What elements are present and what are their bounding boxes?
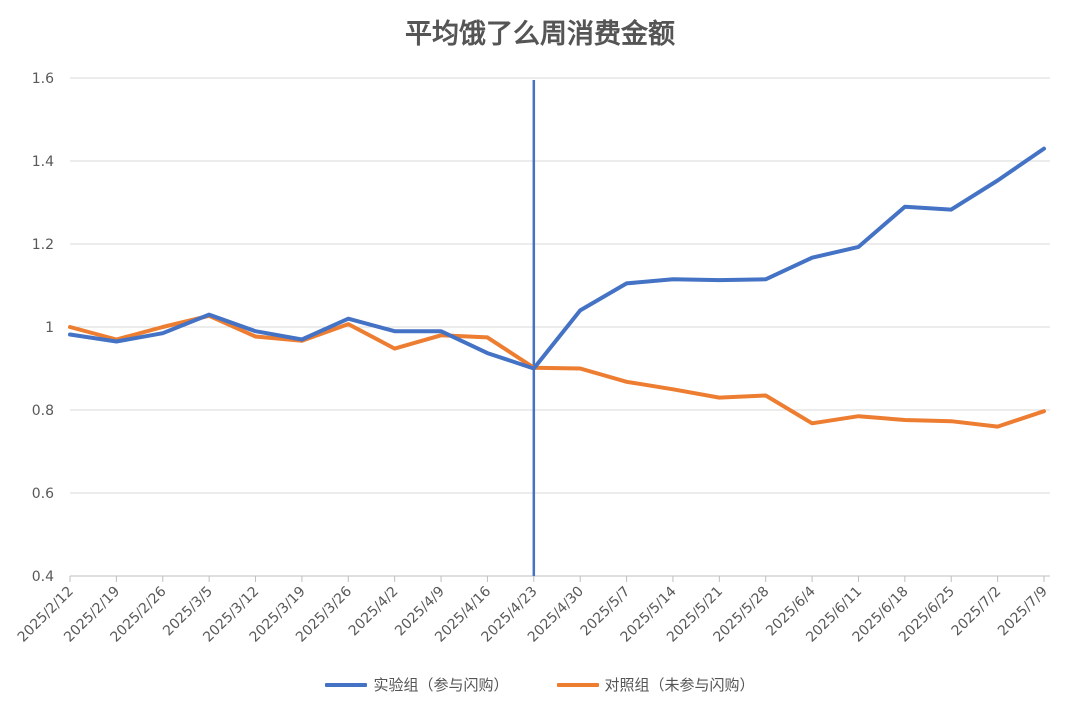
legend-item-control[interactable]: 对照组（未参与闪购） — [556, 674, 755, 695]
y-tick-label: 1.4 — [32, 154, 54, 170]
legend-label-control: 对照组（未参与闪购） — [604, 676, 755, 694]
y-tick-label: 1 — [45, 320, 54, 336]
x-tick-label: 2025/7/2 — [949, 584, 1005, 640]
series-line-control — [68, 313, 1046, 429]
y-tick-label: 1.2 — [32, 237, 54, 253]
y-tick-label: 0.4 — [32, 569, 54, 585]
legend-label-treatment: 实验组（参与闪购） — [373, 676, 509, 694]
chart-title: 平均饿了么周消费金额 — [405, 19, 675, 50]
y-tick-label: 1.6 — [32, 71, 54, 87]
legend-swatch-control — [556, 682, 599, 687]
y-tick-label: 0.8 — [32, 403, 54, 419]
x-tick-label: 2025/4/2 — [346, 584, 402, 640]
x-tick-label: 2025/7/9 — [995, 584, 1051, 640]
legend-item-treatment[interactable]: 实验组（参与闪购） — [325, 674, 509, 695]
series-line-treatment — [68, 146, 1046, 371]
y-tick-label: 0.6 — [32, 486, 54, 502]
legend-swatch-treatment — [325, 682, 368, 687]
legend: 实验组（参与闪购） 对照组（未参与闪购） — [0, 674, 1080, 695]
